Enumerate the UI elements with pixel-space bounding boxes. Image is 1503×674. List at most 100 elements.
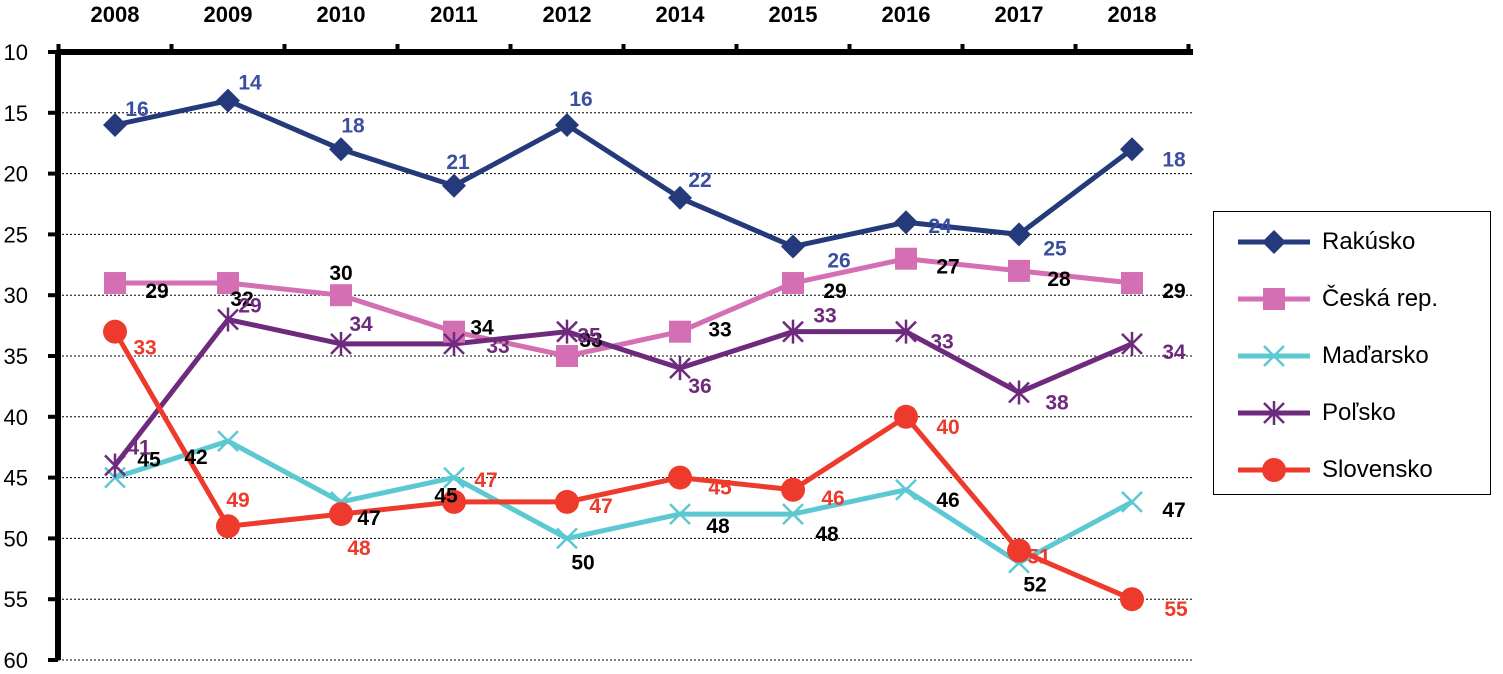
- marker-slovensko: [555, 489, 579, 514]
- data-label-ceska-rep: 27: [936, 256, 959, 279]
- data-label-slovensko: 45: [708, 477, 732, 500]
- data-label-ceska-rep: 28: [1047, 268, 1071, 291]
- data-label-ceska-rep: 33: [708, 319, 731, 342]
- y-tick-label: 35: [4, 344, 28, 369]
- data-label-madarsko: 47: [357, 507, 380, 530]
- x-tick-labels: 2008 2009 2010 2011 2012 2014 2015 2016 2017 2018: [91, 2, 1157, 27]
- marker-polsko: [217, 307, 239, 332]
- legend-label: Česká rep.: [1322, 285, 1439, 312]
- data-label-rakusko: 26: [827, 250, 850, 273]
- legend-swatch-rakusko: [1238, 230, 1310, 254]
- marker-polsko: [104, 453, 126, 478]
- marker-slovensko: [1007, 538, 1031, 563]
- data-label-slovensko: 47: [474, 469, 497, 492]
- marker-ceska-rep: [895, 247, 917, 270]
- series-line-madarsko: [114, 438, 1134, 566]
- data-label-slovensko: 40: [936, 416, 959, 439]
- marker-madarsko: [1121, 491, 1143, 513]
- x-tick-label: 2016: [882, 2, 931, 27]
- x-tick-label: 2017: [995, 2, 1044, 27]
- marker-rakusko: [555, 112, 579, 137]
- data-label-rakusko: 16: [569, 88, 592, 111]
- marker-slovensko: [103, 319, 127, 344]
- series-line-ceska-rep: [115, 256, 1133, 359]
- marker-polsko: [1121, 331, 1143, 356]
- data-label-rakusko: 21: [446, 151, 470, 174]
- y-tick-label: 20: [4, 162, 28, 187]
- data-label-rakusko: 25: [1043, 237, 1067, 260]
- data-label-polsko: 34: [1162, 341, 1186, 364]
- legend-item-ceska-rep: Česká rep.: [1214, 279, 1490, 319]
- data-label-ceska-rep: 30: [329, 262, 352, 285]
- data-label-ceska-rep: 29: [823, 280, 846, 303]
- legend-swatch-madarsko: [1238, 345, 1310, 367]
- data-label-rakusko: 22: [688, 169, 711, 192]
- gridlines: [58, 112, 1193, 661]
- data-label-rakusko: 24: [928, 215, 952, 238]
- legend-item-rakusko: Rakúsko: [1214, 222, 1490, 262]
- y-tick-label: 55: [4, 587, 28, 612]
- marker-polsko: [1008, 380, 1030, 405]
- marker-ceska-rep: [782, 272, 804, 295]
- y-tick-label: 30: [4, 283, 28, 308]
- legend-label: Rakúsko: [1322, 228, 1416, 255]
- x-tick-label: 2010: [317, 2, 366, 27]
- data-label-polsko: 33: [930, 331, 953, 354]
- marker-slovensko: [1120, 587, 1144, 612]
- legend-marker: [1263, 345, 1285, 367]
- marker-rakusko: [442, 173, 466, 198]
- marker-rakusko: [1120, 137, 1144, 162]
- legend-marker: [1263, 288, 1285, 310]
- marker-polsko: [782, 319, 804, 344]
- marker-madarsko: [895, 478, 917, 501]
- marker-slovensko: [781, 477, 805, 502]
- marker-ceska-rep: [104, 272, 126, 295]
- data-label-rakusko: 16: [125, 98, 148, 121]
- y-tick-label: 60: [4, 648, 28, 673]
- data-label-madarsko: 52: [1023, 574, 1046, 597]
- data-label-madarsko: 42: [184, 446, 207, 469]
- y-tick-label: 50: [4, 526, 28, 551]
- series-line-rakusko: [114, 98, 1134, 250]
- marker-madarsko: [782, 503, 804, 525]
- data-label-polsko: 38: [1045, 391, 1069, 414]
- data-label-polsko: 29: [238, 295, 261, 318]
- legend-item-madarsko: Maďarsko: [1214, 336, 1490, 376]
- marker-ceska-rep: [556, 345, 578, 367]
- marker-rakusko: [894, 210, 918, 235]
- marker-madarsko: [669, 503, 691, 525]
- data-label-madarsko: 47: [1162, 499, 1185, 522]
- data-label-madarsko: 50: [571, 551, 594, 574]
- legend-item-slovensko: Slovensko: [1214, 450, 1490, 490]
- data-label-madarsko: 45: [137, 449, 161, 472]
- marker-polsko: [443, 331, 465, 356]
- marker-slovensko: [894, 404, 918, 429]
- x-tick-label: 2008: [91, 2, 140, 27]
- marker-ceska-rep: [1008, 259, 1030, 282]
- marker-ceska-rep: [217, 272, 239, 295]
- data-label-slovensko: 51: [1027, 546, 1051, 569]
- axes: [48, 44, 1193, 662]
- series-markers: [103, 88, 1144, 612]
- marker-ceska-rep: [669, 320, 691, 343]
- legend-marker: [1262, 458, 1286, 482]
- data-label-ceska-rep: 34: [470, 317, 494, 340]
- y-tick-label: 45: [4, 466, 28, 491]
- x-tick-label: 2015: [769, 2, 818, 27]
- legend-label: Poľsko: [1322, 399, 1396, 426]
- marker-slovensko: [329, 502, 353, 527]
- data-label-polsko: 33: [813, 305, 836, 328]
- marker-rakusko: [668, 185, 692, 210]
- legend-swatch-polsko: [1238, 401, 1310, 425]
- data-label-madarsko: 45: [434, 485, 458, 508]
- x-tick-label: 2011: [430, 2, 478, 27]
- data-label-slovensko: 49: [226, 489, 249, 512]
- y-tick-label: 40: [4, 405, 28, 430]
- legend-swatch-slovensko: [1238, 458, 1310, 482]
- data-label-ceska-rep: 29: [1162, 280, 1185, 303]
- series-lines: [112, 98, 1134, 602]
- marker-rakusko: [1007, 222, 1031, 247]
- series-line-slovensko: [112, 330, 1133, 602]
- data-label-slovensko: 48: [347, 537, 371, 560]
